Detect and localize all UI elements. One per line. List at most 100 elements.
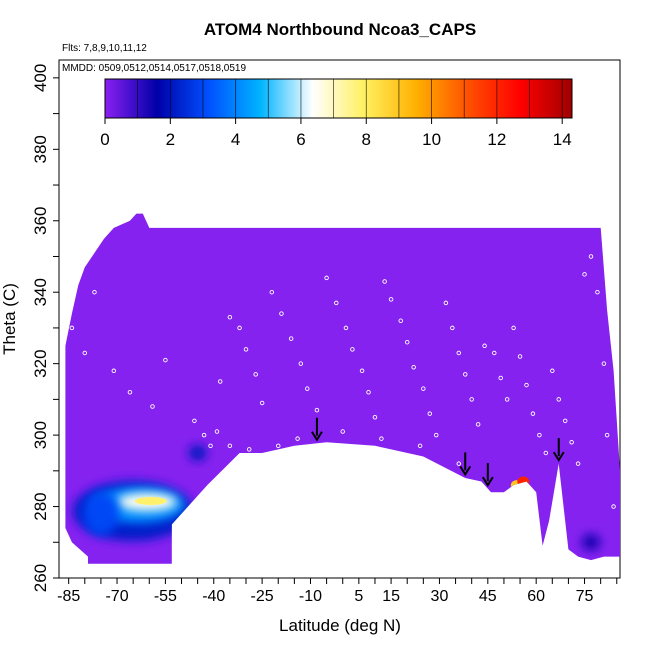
sample-point <box>227 314 233 320</box>
x-tick-label: -55 <box>154 588 177 605</box>
x-tick-label: -10 <box>299 588 322 605</box>
y-axis-label: Theta (C) <box>0 283 19 355</box>
colorbar-tick-label: 4 <box>231 130 240 149</box>
sample-point <box>305 386 310 391</box>
colorbar-tick-label: 0 <box>100 130 109 149</box>
sample-point <box>366 389 371 395</box>
sample-point <box>214 429 220 434</box>
x-tick-label: -70 <box>105 588 128 605</box>
sample-point <box>237 325 242 331</box>
sample-point <box>243 347 249 352</box>
sample-point <box>334 300 339 306</box>
x-axis: -85 -70 -55 -40 -25 -10 5 15 30 45 60 75 <box>57 578 618 605</box>
y-tick-label: 300 <box>31 421 50 449</box>
sample-point <box>382 279 387 284</box>
sample-point <box>517 354 523 359</box>
sample-point <box>450 325 455 331</box>
sample-point <box>298 361 304 366</box>
sample-point <box>604 432 610 438</box>
sample-point <box>82 350 88 356</box>
arrow-head <box>459 465 472 477</box>
sample-point <box>127 389 133 395</box>
sample-point <box>269 289 275 295</box>
x-tick-label: 15 <box>382 588 400 605</box>
sample-point <box>163 357 168 363</box>
y-tick-label: 400 <box>31 64 50 92</box>
sample-point <box>227 443 233 449</box>
colorbar-tick-label: 10 <box>422 130 441 149</box>
sample-point <box>372 414 378 420</box>
y-tick-label: 340 <box>31 278 50 306</box>
y-tick-label: 280 <box>31 492 50 520</box>
sample-point <box>456 350 462 356</box>
sample-point <box>524 382 529 388</box>
sample-point <box>411 364 416 370</box>
elevated-regions <box>72 444 600 551</box>
sample-points <box>69 254 616 509</box>
y-tick-label: 380 <box>31 135 50 163</box>
arrow-head <box>552 451 565 462</box>
sample-point <box>295 436 300 441</box>
sample-point <box>350 347 355 352</box>
sample-point <box>556 397 561 402</box>
colorbar-bar <box>104 78 573 119</box>
sample-point <box>253 372 258 377</box>
x-tick-label: 30 <box>431 588 449 605</box>
colorbar-tick-label: 8 <box>362 130 371 149</box>
sample-point <box>246 447 252 452</box>
y-axis: 260 280 300 320 340 360 380 400 <box>31 64 59 592</box>
sample-point <box>511 325 516 331</box>
sample-point <box>537 432 542 438</box>
sample-point <box>92 289 97 295</box>
sample-point <box>404 339 410 345</box>
sample-point <box>498 375 503 381</box>
sample-point <box>588 254 594 259</box>
sample-point <box>324 275 329 281</box>
y-tick-label: 320 <box>31 349 50 377</box>
sample-point <box>111 368 117 374</box>
sample-point <box>562 418 568 424</box>
sample-point <box>192 418 197 424</box>
x-tick-label: -85 <box>57 588 80 605</box>
sample-point <box>417 443 423 449</box>
dates-subtitle: MMDD: 0509,0512,0514,0517,0518,0519 <box>62 63 246 74</box>
sample-point <box>611 504 616 509</box>
y-tick-label: 260 <box>31 564 50 592</box>
sample-point <box>314 407 320 413</box>
region-peak <box>134 496 167 505</box>
sample-point <box>475 422 481 427</box>
down-arrow <box>459 452 472 477</box>
sample-point <box>575 461 581 466</box>
region-blob <box>188 444 207 461</box>
x-tick-label: 60 <box>527 588 545 605</box>
region-blob <box>581 534 600 551</box>
sample-point <box>359 368 365 374</box>
sample-point <box>550 368 555 374</box>
sample-point <box>388 297 394 302</box>
sample-point <box>398 318 404 324</box>
sample-point <box>427 411 433 416</box>
colorbar: 0 2 4 6 8 10 12 14 <box>100 78 573 149</box>
sample-point <box>379 436 384 441</box>
plot-frame <box>58 59 621 579</box>
sample-point <box>492 350 497 356</box>
x-tick-label: -40 <box>202 588 225 605</box>
down-arrow <box>552 438 565 462</box>
data-envelope <box>65 213 620 564</box>
sample-point <box>217 379 223 384</box>
position-arrows <box>311 417 565 488</box>
region-blob <box>82 491 119 536</box>
y-tick-label: 360 <box>31 207 50 235</box>
flights-subtitle: Flts: 7,8,9,10,11,12 <box>62 43 147 54</box>
sample-point <box>259 400 265 406</box>
sample-point <box>201 432 207 438</box>
sample-point <box>601 361 607 366</box>
down-arrow <box>481 463 494 488</box>
sample-point <box>530 411 536 416</box>
x-tick-label: -25 <box>251 588 274 605</box>
sample-point <box>275 443 281 449</box>
sample-point <box>462 372 468 377</box>
colorbar-tick-label: 14 <box>553 130 572 149</box>
